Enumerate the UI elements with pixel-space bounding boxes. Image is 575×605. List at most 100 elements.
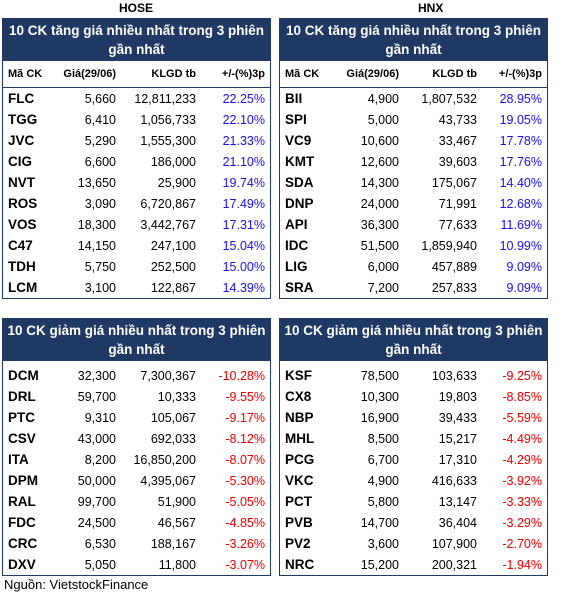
ticker-cell: SPI: [285, 112, 307, 127]
change-cell: 17.78%: [499, 133, 542, 148]
hnx-label: HNX: [418, 1, 444, 15]
ticker-cell: MHL: [285, 431, 315, 446]
table-row: VKC 4,900 416,633 -3.92%: [280, 470, 547, 491]
ticker-cell: CIG: [8, 154, 33, 169]
change-cell: 21.33%: [222, 133, 265, 148]
price-cell: 59,700: [77, 389, 116, 404]
price-cell: 4,900: [367, 91, 399, 106]
col-header-volume: KLGD tb: [151, 68, 196, 80]
volume-cell: 12,811,233: [134, 91, 196, 106]
ticker-cell: ITA: [8, 452, 29, 467]
ticker-cell: NRC: [285, 557, 315, 572]
col-header-change: +/-(%)3p: [221, 68, 265, 80]
table-row: MHL 8,500 15,217 -4.49%: [280, 428, 547, 449]
change-cell: -5.30%: [225, 473, 265, 488]
volume-cell: 19,803: [438, 389, 477, 404]
table-row: RAL 99,700 51,900 -5.05%: [3, 491, 270, 512]
price-cell: 32,300: [77, 368, 116, 383]
volume-cell: 7,300,367: [140, 368, 196, 383]
table-row: API 36,300 77,633 11.69%: [280, 214, 547, 235]
gainers-table: Mã CK Giá(29/06) KLGD tb +/-(%)3p FLC 5,6…: [3, 61, 270, 298]
change-cell: -3.92%: [502, 473, 542, 488]
volume-cell: 122,867: [150, 280, 196, 295]
change-cell: 15.04%: [222, 238, 265, 253]
change-cell: 15.00%: [222, 259, 265, 274]
table-row: KSF 78,500 103,633 -9.25%: [280, 365, 547, 386]
price-cell: 3,100: [84, 280, 116, 295]
losers-table: DCM 32,300 7,300,367 -10.28% DRL 59,700 10,333…: [3, 365, 270, 575]
volume-cell: 107,900: [431, 536, 477, 551]
price-cell: 3,090: [84, 196, 116, 211]
price-cell: 5,290: [84, 133, 116, 148]
volume-cell: 1,859,940: [421, 238, 477, 253]
price-cell: 99,700: [77, 494, 116, 509]
change-cell: 28.95%: [499, 91, 542, 106]
volume-cell: 15,217: [438, 431, 477, 446]
ticker-cell: API: [285, 217, 308, 232]
price-cell: 10,600: [360, 133, 399, 148]
volume-cell: 188,167: [150, 536, 196, 551]
ticker-cell: PV2: [285, 536, 311, 551]
table-row: TDH 5,750 252,500 15.00%: [3, 256, 270, 277]
ticker-cell: DNP: [285, 196, 314, 211]
price-cell: 78,500: [360, 368, 399, 383]
price-cell: 5,660: [84, 91, 116, 106]
change-cell: 22.10%: [222, 112, 265, 127]
table-header-row: Mã CK Giá(29/06) KLGD tb +/-(%)3p: [280, 61, 547, 88]
price-cell: 18,300: [77, 217, 116, 232]
change-cell: -5.05%: [225, 494, 265, 509]
ticker-cell: DCM: [8, 368, 39, 383]
table-row: CIG 6,600 186,000 21.10%: [3, 151, 270, 172]
ticker-cell: TDH: [8, 259, 36, 274]
price-cell: 24,000: [360, 196, 399, 211]
change-cell: -9.17%: [225, 410, 265, 425]
table-row: SDA 14,300 175,067 14.40%: [280, 172, 547, 193]
source-note: Nguồn: VietstockFinance: [4, 577, 149, 592]
change-cell: 12.68%: [499, 196, 542, 211]
ticker-cell: VC9: [285, 133, 312, 148]
ticker-cell: KSF: [285, 368, 312, 383]
price-cell: 6,410: [84, 112, 116, 127]
ticker-cell: KMT: [285, 154, 315, 169]
price-cell: 4,900: [367, 473, 399, 488]
ticker-cell: NVT: [8, 175, 35, 190]
change-cell: 9.09%: [506, 280, 542, 295]
change-cell: -3.33%: [502, 494, 542, 509]
table-row: CX8 10,300 19,803 -8.85%: [280, 386, 547, 407]
ticker-cell: VKC: [285, 473, 314, 488]
table-row: CRC 6,530 188,167 -3.26%: [3, 533, 270, 554]
hose-top-gainers-panel: 10 CK tăng giá nhiều nhất trong 3 phiên …: [2, 18, 271, 299]
volume-cell: 416,633: [431, 473, 477, 488]
ticker-cell: CX8: [285, 389, 312, 404]
table-row: PTC 9,310 105,067 -9.17%: [3, 407, 270, 428]
col-header-change: +/-(%)3p: [498, 68, 542, 80]
price-cell: 7,200: [367, 280, 399, 295]
table-row: NBP 16,900 39,433 -5.59%: [280, 407, 547, 428]
panel-title: 10 CK tăng giá nhiều nhất trong 3 phiên …: [3, 19, 270, 61]
volume-cell: 252,500: [150, 259, 196, 274]
table-row: ROS 3,090 6,720,867 17.49%: [3, 193, 270, 214]
table-row: KMT 12,600 39,603 17.76%: [280, 151, 547, 172]
change-cell: 17.76%: [499, 154, 542, 169]
volume-cell: 186,000: [150, 154, 196, 169]
table-row: DPM 50,000 4,395,067 -5.30%: [3, 470, 270, 491]
table-row: SPI 5,000 43,733 19.05%: [280, 109, 547, 130]
price-cell: 14,300: [360, 175, 399, 190]
price-cell: 14,150: [77, 238, 116, 253]
volume-cell: 103,633: [431, 368, 477, 383]
volume-cell: 39,603: [438, 154, 477, 169]
price-cell: 6,600: [84, 154, 116, 169]
table-row: FLC 5,660 12,811,233 22.25%: [3, 88, 270, 110]
volume-cell: 692,033: [150, 431, 196, 446]
volume-cell: 36,404: [438, 515, 477, 530]
change-cell: -8.12%: [225, 431, 265, 446]
table-row: CSV 43,000 692,033 -8.12%: [3, 428, 270, 449]
change-cell: -5.59%: [502, 410, 542, 425]
change-cell: -8.85%: [502, 389, 542, 404]
change-cell: 10.99%: [499, 238, 542, 253]
price-cell: 13,650: [77, 175, 116, 190]
ticker-cell: PVB: [285, 515, 313, 530]
table-row: TGG 6,410 1,056,733 22.10%: [3, 109, 270, 130]
col-header-volume: KLGD tb: [432, 68, 477, 80]
col-header-ticker: Mã CK: [285, 68, 320, 80]
